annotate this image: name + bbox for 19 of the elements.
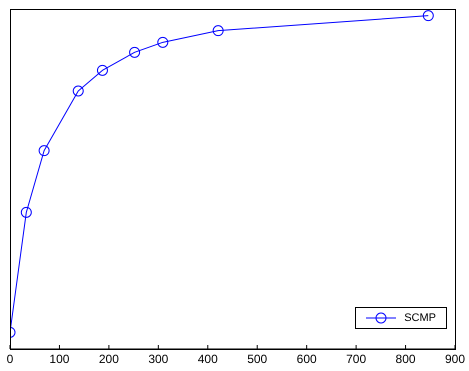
x-tick-label: 700	[346, 352, 366, 366]
x-tick-label: 100	[49, 352, 70, 366]
legend-label: SCMP	[404, 312, 436, 324]
x-tick-label: 600	[296, 352, 317, 366]
point	[96, 64, 108, 76]
x-tick-label: 800	[396, 352, 416, 366]
point	[157, 36, 168, 48]
point	[212, 25, 224, 36]
point	[129, 46, 140, 58]
x-tick-label: 200	[98, 352, 120, 366]
point	[422, 10, 434, 22]
x-tick-label: 0	[6, 352, 14, 366]
point	[38, 145, 50, 156]
point	[20, 206, 32, 218]
x-tick-label: 400	[198, 352, 218, 366]
x-tick-label: 500	[247, 352, 268, 366]
x-tick-label: 300	[148, 352, 169, 366]
point	[72, 86, 84, 96]
x-tick-label: 900	[444, 352, 466, 366]
